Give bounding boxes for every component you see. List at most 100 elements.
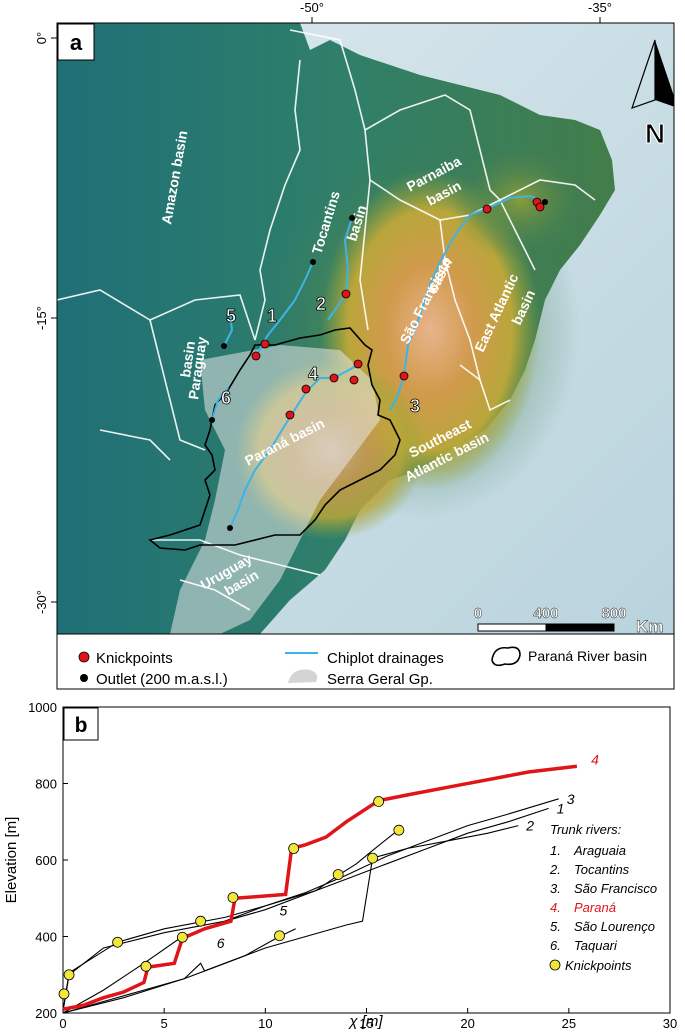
river-number-1: 1	[267, 306, 277, 326]
knickpoint-markers	[251, 197, 545, 420]
north-label: N	[645, 118, 665, 149]
map-area: Amazon basin Tocantins basin Parnaiba ba…	[57, 23, 674, 634]
knickpoint-dot	[393, 824, 405, 836]
legend-outlet-symbol	[80, 674, 88, 682]
plot-panel: 0 5 10 15 20 25 30 200 400 600 800 1000 1 2 3 4 5 6 b El…	[0, 695, 685, 1031]
series-label-5: 5	[279, 902, 287, 918]
series-label-6: 6	[217, 935, 225, 951]
river-number-3: 3	[410, 396, 420, 416]
knickpoint	[251, 351, 261, 361]
series-label-2: 2	[525, 818, 534, 834]
knickpoint-dot	[140, 960, 152, 972]
y-tick-label: 1000	[28, 700, 57, 715]
y-tick-label: 400	[35, 930, 57, 945]
series-line-1	[62, 807, 549, 1012]
legend-serra-geral: Serra Geral Gp.	[327, 671, 433, 688]
y-tick-label: 200	[35, 1006, 57, 1021]
basin-boundaries	[57, 29, 596, 611]
river-number-4: 4	[308, 364, 318, 384]
x-tick-label: 0	[59, 1016, 66, 1030]
panel-label-b: b	[75, 714, 88, 737]
legend-name-6: Taquari	[574, 938, 618, 953]
legend-num-1: 1.	[550, 843, 561, 858]
drainage-5	[223, 313, 234, 347]
chi-plot: 0 5 10 15 20 25 30 200 400 600 800 1000 1 2 3 4 5 6 b El…	[3, 700, 677, 1031]
plot-frame	[62, 706, 671, 1014]
knickpoint	[260, 339, 270, 349]
map-tick-labels: -50° -35° 0° -15° -30°	[34, 0, 612, 614]
knickpoint-dot	[112, 936, 124, 948]
plot-series-labels: 1 2 3 4 5 6	[217, 751, 599, 951]
map-legend	[56, 633, 675, 690]
panel-label-a: a	[70, 30, 83, 55]
legend-num-3: 3.	[550, 881, 561, 896]
legend-num-5: 5.	[550, 919, 561, 934]
label-paraguay-2: basin	[177, 340, 198, 378]
scale-800: 800	[601, 605, 626, 622]
knickpoint-dot	[63, 969, 75, 981]
legend-knickpoints-b: Knickpoints	[565, 958, 632, 973]
series-label-3: 3	[567, 791, 575, 807]
legend-name-5: São Lourenço	[574, 919, 655, 934]
outlet	[349, 215, 355, 221]
x-tick-label: 30	[663, 1016, 677, 1030]
x-tick-label: 10	[258, 1016, 272, 1030]
knickpoint-dot	[367, 852, 378, 864]
lon-tick-35: -35°	[588, 0, 612, 15]
outlet	[542, 199, 548, 205]
x-tick-label: 15	[359, 1016, 373, 1030]
outlet	[227, 525, 233, 531]
legend-num-4: 4.	[550, 900, 561, 915]
panel-label-box-a	[57, 23, 95, 61]
lat-tick-0: 0°	[34, 32, 49, 44]
knickpoint	[341, 289, 351, 299]
legend-knickpoints: Knickpoints	[96, 650, 173, 667]
knickpoint	[482, 204, 492, 214]
series-line-4	[62, 764, 578, 1011]
legend-parana-symbol	[491, 646, 521, 667]
map-panel: Amazon basin Tocantins basin Parnaiba ba…	[34, 0, 675, 690]
lat-tick-30: -30°	[34, 590, 49, 614]
legend-name-2: Tocantins	[574, 862, 630, 877]
knickpoint-dot	[58, 988, 70, 1000]
legend-knickpoint-dot	[549, 959, 561, 971]
outlet	[310, 259, 316, 265]
series-line-5	[62, 828, 400, 1014]
knickpoint-dot	[227, 892, 239, 903]
knickpoint-dot	[288, 843, 300, 854]
outlet	[209, 417, 215, 423]
scale-bar: 0 400 800 Km	[474, 605, 664, 634]
lat-tick-15: -15°	[34, 306, 49, 330]
legend-name-3: São Francisco	[574, 881, 657, 896]
knickpoint-dot	[373, 796, 385, 807]
knickpoint-dot	[176, 931, 188, 943]
x-tick-label: 25	[562, 1016, 576, 1030]
serra-geral-area	[170, 345, 380, 634]
knickpoint-dot	[195, 915, 206, 927]
river-numbers: 1 2 3 4 5 6	[221, 294, 421, 417]
north-arrow: N	[631, 39, 674, 150]
knickpoint	[301, 384, 311, 394]
legend-knickpoint-symbol	[78, 651, 90, 663]
lon-tick-50: -50°	[300, 0, 324, 15]
knickpoint	[399, 371, 409, 381]
river-number-6: 6	[221, 388, 231, 408]
river-number-2: 2	[316, 294, 326, 314]
legend-outlet: Outlet (200 m.a.s.l.)	[96, 671, 228, 688]
scale-0: 0	[474, 605, 482, 622]
knickpoint-dot	[332, 869, 344, 880]
x-axis-label: χ [m]	[347, 1013, 383, 1030]
series-line-6	[62, 928, 296, 1014]
legend-parana-basin: Paraná River basin	[528, 648, 647, 664]
legend-name-1: Araguaia	[573, 843, 626, 858]
x-tick-label: 5	[161, 1016, 168, 1030]
knickpoint-dot	[274, 930, 285, 942]
series-label-1: 1	[557, 800, 565, 816]
y-axis-label: Elevation [m]	[3, 817, 20, 904]
legend-chiplot: Chiplot drainages	[327, 650, 444, 667]
knickpoint	[285, 410, 295, 420]
legend-num-6: 6.	[550, 938, 561, 953]
legend-num-2: 2.	[549, 862, 561, 877]
map-svg: Amazon basin Tocantins basin Parnaiba ba…	[34, 0, 675, 690]
